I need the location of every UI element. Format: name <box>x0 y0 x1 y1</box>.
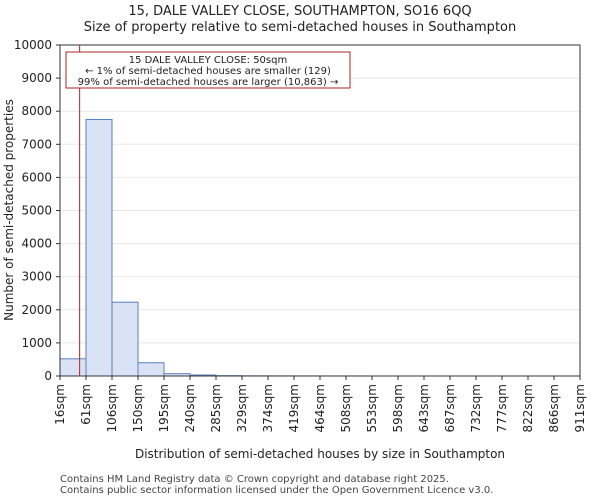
y-tick-label: 7000 <box>21 137 52 151</box>
bar-16sqm <box>59 358 87 377</box>
x-tick-label: 106sqm <box>105 384 119 432</box>
x-tick-label: 822sqm <box>521 384 535 432</box>
x-tick-label: 61sqm <box>79 384 93 425</box>
x-tick-label: 598sqm <box>391 384 405 432</box>
y-tick-label: 1000 <box>21 336 52 350</box>
y-tick-label: 6000 <box>21 170 52 184</box>
x-tick-label: 150sqm <box>131 384 145 432</box>
footer-line-1: Contains HM Land Registry data © Crown c… <box>60 474 449 485</box>
y-tick-label: 5000 <box>21 204 52 218</box>
x-tick-label: 553sqm <box>365 384 379 432</box>
y-tick-label: 10000 <box>14 38 52 52</box>
y-tick-label: 0 <box>44 369 52 383</box>
y-tick-label: 9000 <box>21 71 52 85</box>
annotation-line-3: 99% of semi-detached houses are larger (… <box>78 77 339 88</box>
chart-title: 15, DALE VALLEY CLOSE, SOUTHAMPTON, SO16… <box>128 4 472 19</box>
x-tick-label: 419sqm <box>287 384 301 432</box>
annotation-box: 15 DALE VALLEY CLOSE: 50sqm ← 1% of semi… <box>65 51 351 89</box>
x-tick-label: 687sqm <box>443 384 457 432</box>
x-tick-label: 464sqm <box>313 384 327 432</box>
x-tick-label: 285sqm <box>209 384 223 432</box>
x-tick-label: 777sqm <box>495 384 509 432</box>
y-tick-label: 3000 <box>21 270 52 284</box>
annotation-line-1: 15 DALE VALLEY CLOSE: 50sqm <box>129 55 287 66</box>
x-tick-label: 911sqm <box>573 384 587 432</box>
x-tick-label: 195sqm <box>157 384 171 432</box>
bar-150sqm <box>137 362 165 377</box>
y-axis-label: Number of semi-detached properties <box>2 99 16 321</box>
x-tick-label: 732sqm <box>469 384 483 432</box>
bar-106sqm <box>111 301 139 377</box>
bar-61sqm <box>85 118 113 377</box>
x-tick-label: 643sqm <box>417 384 431 432</box>
chart-subtitle: Size of property relative to semi-detach… <box>83 20 517 35</box>
y-tick-label: 2000 <box>21 303 52 317</box>
footer-line-2: Contains public sector information licen… <box>60 485 494 496</box>
y-tick-label: 8000 <box>21 104 52 118</box>
x-tick-label: 329sqm <box>235 384 249 432</box>
x-tick-label: 240sqm <box>183 384 197 432</box>
annotation-line-2: ← 1% of semi-detached houses are smaller… <box>85 66 331 77</box>
y-tick-label: 4000 <box>21 237 52 251</box>
x-tick-label: 508sqm <box>339 384 353 432</box>
x-tick-label: 374sqm <box>261 384 275 432</box>
x-tick-label: 16sqm <box>53 384 67 425</box>
x-axis-label: Distribution of semi-detached houses by … <box>135 447 505 461</box>
x-tick-label: 866sqm <box>547 384 561 432</box>
